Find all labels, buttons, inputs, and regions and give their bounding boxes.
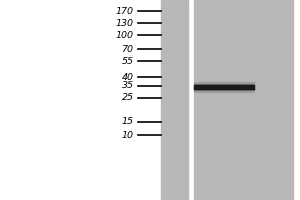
Text: 25: 25 bbox=[122, 94, 134, 102]
Text: 100: 100 bbox=[116, 30, 134, 40]
Text: 10: 10 bbox=[122, 131, 134, 140]
Text: 55: 55 bbox=[122, 56, 134, 66]
Bar bbox=[160, 0, 188, 200]
Text: 70: 70 bbox=[122, 45, 134, 53]
Bar bbox=[194, 82, 254, 92]
Text: 40: 40 bbox=[122, 72, 134, 82]
Bar bbox=[194, 85, 254, 89]
Text: 15: 15 bbox=[122, 117, 134, 127]
Text: 35: 35 bbox=[122, 81, 134, 90]
Bar bbox=[194, 84, 254, 90]
Bar bbox=[194, 0, 292, 200]
Text: 130: 130 bbox=[116, 19, 134, 27]
Text: 170: 170 bbox=[116, 6, 134, 16]
